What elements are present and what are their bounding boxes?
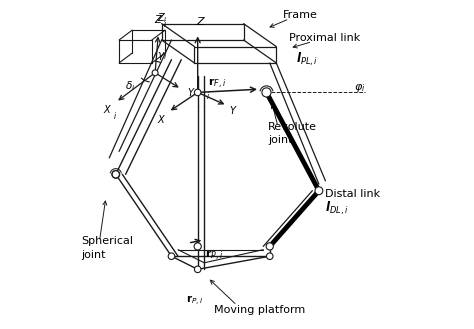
- Text: $i$: $i$: [206, 90, 210, 101]
- Circle shape: [262, 88, 271, 97]
- Text: Frame: Frame: [283, 11, 318, 20]
- Text: $Y$: $Y$: [229, 104, 238, 116]
- Text: $Y$: $Y$: [187, 87, 195, 98]
- Text: $Z_i$: $Z_i$: [157, 12, 167, 25]
- Text: Moving platform: Moving platform: [214, 305, 305, 315]
- Text: $\mathbf{r}_{P,i}$: $\mathbf{r}_{P,i}$: [186, 293, 203, 308]
- Circle shape: [194, 89, 201, 96]
- Circle shape: [315, 187, 323, 195]
- Text: $\mathbf{r}_{F,i}$: $\mathbf{r}_{F,i}$: [208, 77, 227, 91]
- Circle shape: [194, 243, 201, 250]
- Text: Proximal link: Proximal link: [290, 33, 361, 43]
- Text: Spherical: Spherical: [82, 237, 133, 246]
- Circle shape: [266, 253, 273, 260]
- Text: Distal link: Distal link: [326, 189, 381, 199]
- Text: joint: joint: [82, 250, 106, 260]
- Circle shape: [168, 253, 175, 260]
- Text: $\boldsymbol{l}_{DL,i}$: $\boldsymbol{l}_{DL,i}$: [326, 200, 349, 217]
- Circle shape: [266, 243, 273, 250]
- Text: $\gamma_i$: $\gamma_i$: [156, 50, 167, 63]
- Text: $\mathbf{r}_{P,i}$: $\mathbf{r}_{P,i}$: [205, 249, 223, 263]
- Text: $Z$: $Z$: [196, 15, 206, 27]
- Text: $i$: $i$: [163, 17, 167, 29]
- Text: $\delta_i$: $\delta_i$: [125, 79, 136, 93]
- Circle shape: [112, 170, 120, 178]
- Circle shape: [194, 266, 201, 273]
- Text: $\boldsymbol{l}_{PL,i}$: $\boldsymbol{l}_{PL,i}$: [296, 51, 318, 68]
- Circle shape: [112, 171, 119, 178]
- Text: $X$: $X$: [103, 103, 112, 115]
- Text: joint: joint: [268, 135, 292, 145]
- Text: $\varphi_i$: $\varphi_i$: [354, 82, 365, 93]
- Text: $i$: $i$: [112, 110, 117, 121]
- Circle shape: [152, 70, 158, 76]
- Text: Revolute: Revolute: [268, 122, 317, 132]
- Text: $X$: $X$: [157, 113, 166, 125]
- Text: $Z$: $Z$: [154, 13, 163, 25]
